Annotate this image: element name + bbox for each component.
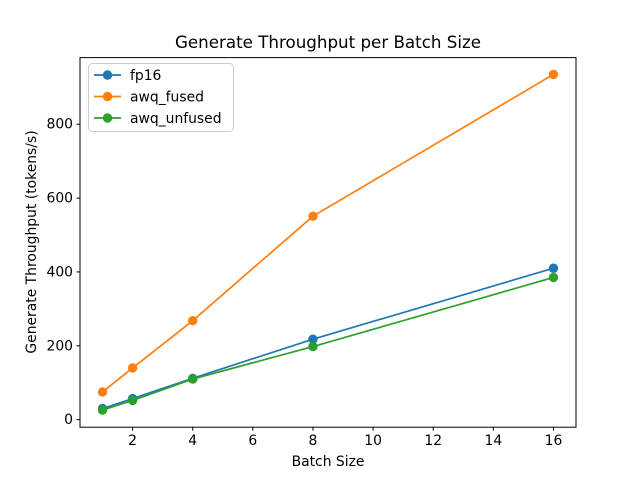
y-tick-label: 0 [64, 412, 73, 428]
legend-sample-marker [102, 113, 113, 123]
plot-spines [79, 57, 577, 428]
legend-label: awq_fused [130, 89, 204, 105]
y-tick-label: 400 [46, 264, 73, 280]
legend-sample-marker [102, 70, 113, 80]
data-point-awq_fused [188, 315, 198, 326]
data-point-awq_unfused [548, 272, 559, 283]
x-tick-label: 12 [424, 433, 442, 449]
data-point-awq_fused [308, 211, 318, 221]
x-tick-label: 16 [545, 433, 563, 449]
series-layer [97, 69, 559, 415]
x-tick-label: 8 [309, 433, 318, 449]
data-point-awq_fused [548, 69, 559, 80]
legend-label: awq_unfused [130, 111, 222, 127]
x-tick-label: 4 [188, 433, 197, 449]
x-axis-label: Batch Size [292, 454, 365, 470]
data-point-awq_unfused [97, 405, 108, 415]
x-tick-label: 10 [364, 433, 382, 449]
series-line-awq_unfused [101, 276, 555, 411]
axes-layer: 2 4 6 8 10 12 14 16 0 200 400 600 800 [46, 57, 577, 449]
data-point-awq_unfused [188, 374, 198, 384]
y-axis-label: Generate Throughput (tokens/s) [24, 130, 40, 353]
data-point-awq_unfused [308, 341, 318, 352]
legend-layer: fp16 awq_fused awq_unfused [88, 63, 234, 132]
data-point-awq_fused [127, 363, 138, 373]
data-point-fp16 [548, 263, 559, 273]
legend-label: fp16 [130, 68, 161, 84]
legend-sample-marker [102, 91, 113, 102]
y-tick-label: 600 [46, 191, 73, 207]
chart-title: Generate Throughput per Batch Size [175, 32, 481, 52]
data-point-fp16 [308, 334, 318, 344]
data-point-awq_unfused [127, 395, 138, 406]
data-point-awq_fused [97, 387, 108, 397]
x-tick-label: 2 [128, 433, 137, 449]
legend-box [88, 63, 234, 132]
x-tick-label: 6 [248, 433, 257, 449]
y-tick-label: 800 [46, 117, 73, 133]
x-tick-label: 14 [484, 433, 502, 449]
y-tick-label: 200 [46, 338, 73, 354]
